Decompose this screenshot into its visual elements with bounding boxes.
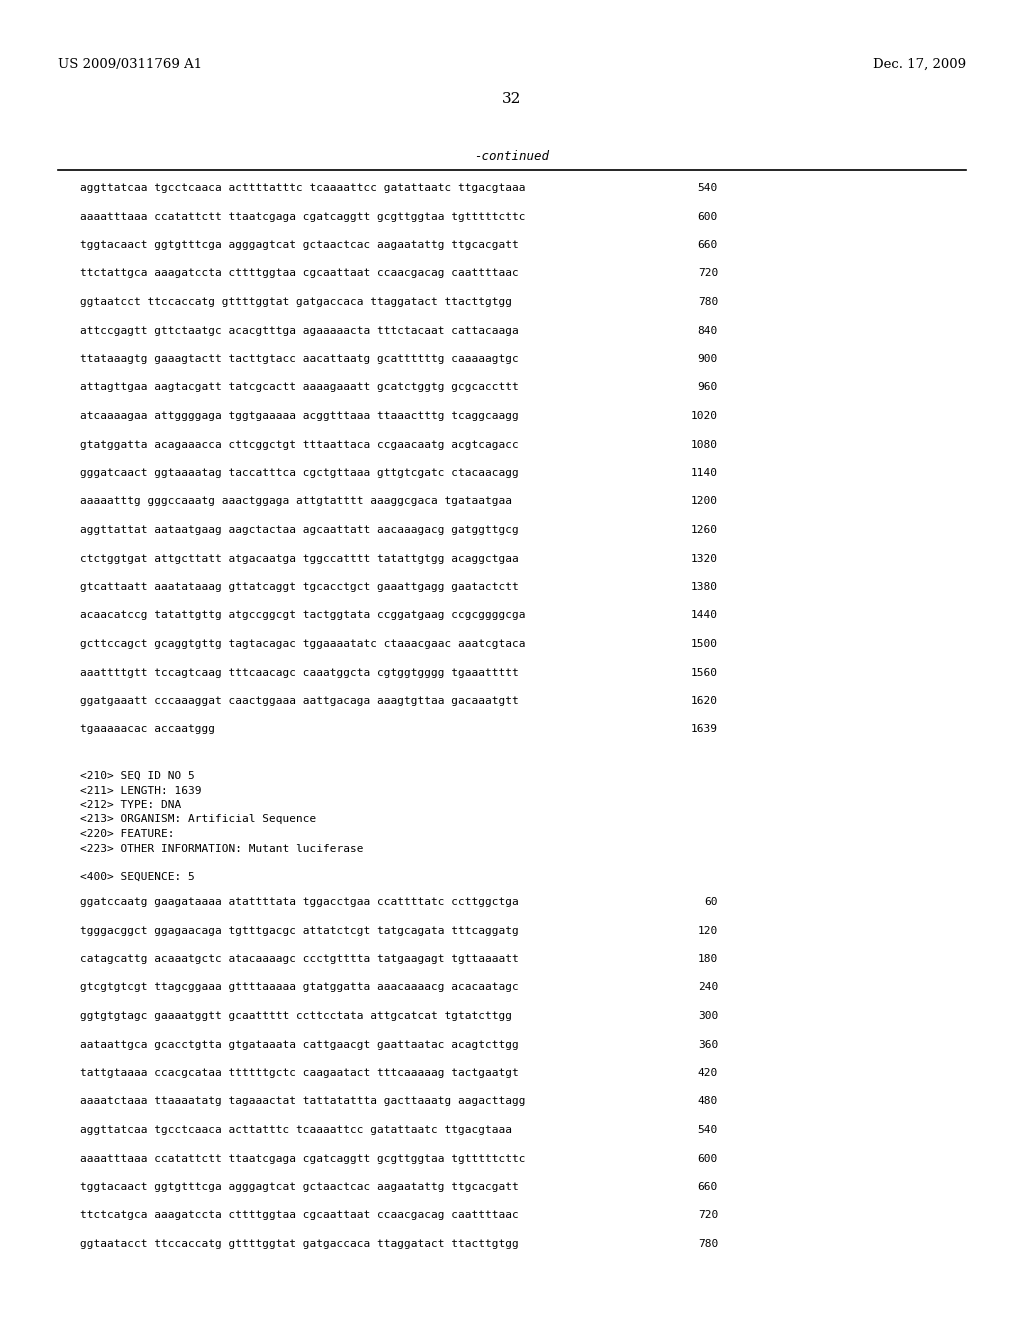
Text: 480: 480 [697,1097,718,1106]
Text: US 2009/0311769 A1: US 2009/0311769 A1 [58,58,202,71]
Text: ttctattgca aaagatccta cttttggtaa cgcaattaat ccaacgacag caattttaac: ttctattgca aaagatccta cttttggtaa cgcaatt… [80,268,519,279]
Text: 60: 60 [705,898,718,907]
Text: aaaaatttg gggccaaatg aaactggaga attgtatttt aaaggcgaca tgataatgaa: aaaaatttg gggccaaatg aaactggaga attgtatt… [80,496,512,507]
Text: 1080: 1080 [691,440,718,450]
Text: attagttgaa aagtacgatt tatcgcactt aaaagaaatt gcatctggtg gcgcaccttt: attagttgaa aagtacgatt tatcgcactt aaaagaa… [80,383,519,392]
Text: 600: 600 [697,1154,718,1163]
Text: gcttccagct gcaggtgttg tagtacagac tggaaaatatc ctaaacgaac aaatcgtaca: gcttccagct gcaggtgttg tagtacagac tggaaaa… [80,639,525,649]
Text: aaaatttaaa ccatattctt ttaatcgaga cgatcaggtt gcgttggtaa tgtttttcttc: aaaatttaaa ccatattctt ttaatcgaga cgatcag… [80,1154,525,1163]
Text: attccgagtt gttctaatgc acacgtttga agaaaaacta tttctacaat cattacaaga: attccgagtt gttctaatgc acacgtttga agaaaaa… [80,326,519,335]
Text: ggatgaaatt cccaaaggat caactggaaa aattgacaga aaagtgttaa gacaaatgtt: ggatgaaatt cccaaaggat caactggaaa aattgac… [80,696,519,706]
Text: aggttattat aataatgaag aagctactaa agcaattatt aacaaagacg gatggttgcg: aggttattat aataatgaag aagctactaa agcaatt… [80,525,519,535]
Text: 120: 120 [697,925,718,936]
Text: 1140: 1140 [691,469,718,478]
Text: 900: 900 [697,354,718,364]
Text: <223> OTHER INFORMATION: Mutant luciferase: <223> OTHER INFORMATION: Mutant lucifera… [80,843,364,854]
Text: atcaaaagaa attggggaga tggtgaaaaa acggtttaaa ttaaactttg tcaggcaagg: atcaaaagaa attggggaga tggtgaaaaa acggttt… [80,411,519,421]
Text: 360: 360 [697,1040,718,1049]
Text: tgaaaaacac accaatggg: tgaaaaacac accaatggg [80,725,215,734]
Text: aataattgca gcacctgtta gtgataaata cattgaacgt gaattaatac acagtcttgg: aataattgca gcacctgtta gtgataaata cattgaa… [80,1040,519,1049]
Text: 1200: 1200 [691,496,718,507]
Text: 1560: 1560 [691,668,718,677]
Text: tattgtaaaa ccacgcataa ttttttgctc caagaatact tttcaaaaag tactgaatgt: tattgtaaaa ccacgcataa ttttttgctc caagaat… [80,1068,519,1078]
Text: <400> SEQUENCE: 5: <400> SEQUENCE: 5 [80,873,195,882]
Text: 300: 300 [697,1011,718,1020]
Text: <212> TYPE: DNA: <212> TYPE: DNA [80,800,181,810]
Text: 240: 240 [697,982,718,993]
Text: 420: 420 [697,1068,718,1078]
Text: tggtacaact ggtgtttcga agggagtcat gctaactcac aagaatattg ttgcacgatt: tggtacaact ggtgtttcga agggagtcat gctaact… [80,1181,519,1192]
Text: 720: 720 [697,1210,718,1221]
Text: 1639: 1639 [691,725,718,734]
Text: aaaatttaaa ccatattctt ttaatcgaga cgatcaggtt gcgttggtaa tgtttttcttc: aaaatttaaa ccatattctt ttaatcgaga cgatcag… [80,211,525,222]
Text: ggtgtgtagc gaaaatggtt gcaattttt ccttcctata attgcatcat tgtatcttgg: ggtgtgtagc gaaaatggtt gcaattttt ccttccta… [80,1011,512,1020]
Text: -continued: -continued [474,150,550,162]
Text: ttataaagtg gaaagtactt tacttgtacc aacattaatg gcattttttg caaaaagtgc: ttataaagtg gaaagtactt tacttgtacc aacatta… [80,354,519,364]
Text: acaacatccg tatattgttg atgccggcgt tactggtata ccggatgaag ccgcggggcga: acaacatccg tatattgttg atgccggcgt tactggt… [80,610,525,620]
Text: 1260: 1260 [691,525,718,535]
Text: aaattttgtt tccagtcaag tttcaacagc caaatggcta cgtggtgggg tgaaattttt: aaattttgtt tccagtcaag tttcaacagc caaatgg… [80,668,519,677]
Text: 1020: 1020 [691,411,718,421]
Text: tggtacaact ggtgtttcga agggagtcat gctaactcac aagaatattg ttgcacgatt: tggtacaact ggtgtttcga agggagtcat gctaact… [80,240,519,249]
Text: 1440: 1440 [691,610,718,620]
Text: <211> LENGTH: 1639: <211> LENGTH: 1639 [80,785,202,796]
Text: gtatggatta acagaaacca cttcggctgt tttaattaca ccgaacaatg acgtcagacc: gtatggatta acagaaacca cttcggctgt tttaatt… [80,440,519,450]
Text: gggatcaact ggtaaaatag taccatttca cgctgttaaa gttgtcgatc ctacaacagg: gggatcaact ggtaaaatag taccatttca cgctgtt… [80,469,519,478]
Text: tgggacggct ggagaacaga tgtttgacgc attatctcgt tatgcagata tttcaggatg: tgggacggct ggagaacaga tgtttgacgc attatct… [80,925,519,936]
Text: 960: 960 [697,383,718,392]
Text: 600: 600 [697,211,718,222]
Text: <213> ORGANISM: Artificial Sequence: <213> ORGANISM: Artificial Sequence [80,814,316,825]
Text: ggtaatcct ttccaccatg gttttggtat gatgaccaca ttaggatact ttacttgtgg: ggtaatcct ttccaccatg gttttggtat gatgacca… [80,297,512,308]
Text: ggatccaatg gaagataaaa atattttata tggacctgaa ccattttatc ccttggctga: ggatccaatg gaagataaaa atattttata tggacct… [80,898,519,907]
Text: gtcattaatt aaatataaag gttatcaggt tgcacctgct gaaattgagg gaatactctt: gtcattaatt aaatataaag gttatcaggt tgcacct… [80,582,519,591]
Text: ctctggtgat attgcttatt atgacaatga tggccatttt tatattgtgg acaggctgaa: ctctggtgat attgcttatt atgacaatga tggccat… [80,553,519,564]
Text: 1620: 1620 [691,696,718,706]
Text: 180: 180 [697,954,718,964]
Text: aggttatcaa tgcctcaaca acttttatttc tcaaaattcc gatattaatc ttgacgtaaa: aggttatcaa tgcctcaaca acttttatttc tcaaaa… [80,183,525,193]
Text: Dec. 17, 2009: Dec. 17, 2009 [872,58,966,71]
Text: 1320: 1320 [691,553,718,564]
Text: 840: 840 [697,326,718,335]
Text: 660: 660 [697,1181,718,1192]
Text: 1500: 1500 [691,639,718,649]
Text: ttctcatgca aaagatccta cttttggtaa cgcaattaat ccaacgacag caattttaac: ttctcatgca aaagatccta cttttggtaa cgcaatt… [80,1210,519,1221]
Text: aaaatctaaa ttaaaatatg tagaaactat tattatattta gacttaaatg aagacttagg: aaaatctaaa ttaaaatatg tagaaactat tattata… [80,1097,525,1106]
Text: 780: 780 [697,1239,718,1249]
Text: aggttatcaa tgcctcaaca acttatttc tcaaaattcc gatattaatc ttgacgtaaa: aggttatcaa tgcctcaaca acttatttc tcaaaatt… [80,1125,512,1135]
Text: <210> SEQ ID NO 5: <210> SEQ ID NO 5 [80,771,195,781]
Text: catagcattg acaaatgctc atacaaaagc ccctgtttta tatgaagagt tgttaaaatt: catagcattg acaaatgctc atacaaaagc ccctgtt… [80,954,519,964]
Text: 720: 720 [697,268,718,279]
Text: ggtaatacct ttccaccatg gttttggtat gatgaccaca ttaggatact ttacttgtgg: ggtaatacct ttccaccatg gttttggtat gatgacc… [80,1239,519,1249]
Text: <220> FEATURE:: <220> FEATURE: [80,829,174,840]
Text: 1380: 1380 [691,582,718,591]
Text: 32: 32 [503,92,521,106]
Text: 780: 780 [697,297,718,308]
Text: 540: 540 [697,183,718,193]
Text: gtcgtgtcgt ttagcggaaa gttttaaaaa gtatggatta aaacaaaacg acacaatagc: gtcgtgtcgt ttagcggaaa gttttaaaaa gtatgga… [80,982,519,993]
Text: 660: 660 [697,240,718,249]
Text: 540: 540 [697,1125,718,1135]
